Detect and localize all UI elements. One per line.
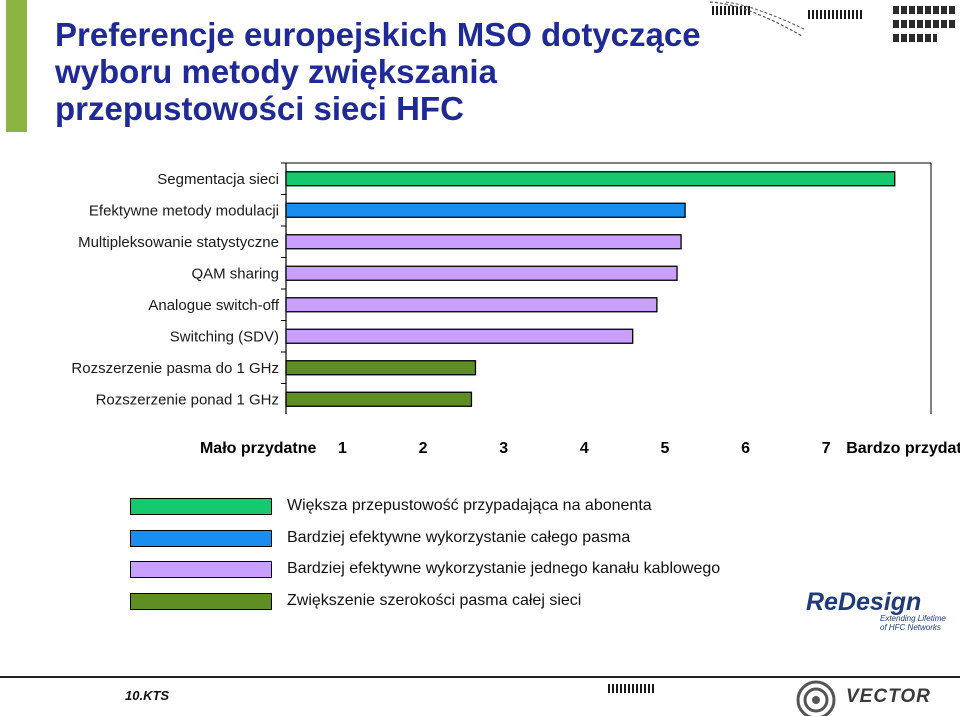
bar <box>285 265 678 281</box>
category-label: Rozszerzenie ponad 1 GHz <box>96 391 279 408</box>
x-axis-max-label: Bardzo przydatne <box>846 440 960 457</box>
footer-divider <box>0 676 960 678</box>
legend-swatch <box>130 592 272 610</box>
category-label: Multipleksowanie statystyczne <box>78 234 279 251</box>
chart-frame <box>281 162 932 414</box>
category-label: Switching (SDV) <box>170 328 279 345</box>
legend-label: Bardziej efektywne wykorzystanie całego … <box>287 528 631 546</box>
bar <box>285 328 634 344</box>
footer-code: 10.KTS <box>125 688 170 703</box>
bar <box>285 202 686 218</box>
decorative-stripes <box>712 6 752 15</box>
redesign-logo-text: ReDesign <box>806 588 922 616</box>
x-tick-label: 3 <box>499 440 508 457</box>
redesign-logo: ReDesign Extending Lifetime of HFC Netwo… <box>806 578 946 638</box>
x-tick-label: 7 <box>822 440 831 457</box>
x-axis-ticks: 1 2 3 4 5 6 7 <box>338 440 831 457</box>
bar <box>285 360 477 376</box>
bar <box>285 234 682 250</box>
category-label: Rozszerzenie pasma do 1 GHz <box>71 360 279 377</box>
vector-logo-icon <box>796 680 836 716</box>
vector-logo: VECTOR <box>790 676 940 716</box>
slide-title: Preferencje europejskich MSO dotyczące w… <box>55 16 815 127</box>
x-tick-label: 1 <box>338 440 347 457</box>
bar-chart: Segmentacja sieci Efektywne metody modula… <box>71 162 960 457</box>
legend-swatch <box>130 529 272 547</box>
chart-bars <box>285 171 896 407</box>
legend-label: Bardziej efektywne wykorzystanie jednego… <box>287 560 721 577</box>
title-line: Preferencje europejskich MSO dotyczące <box>55 16 701 53</box>
x-axis-min-label: Mało przydatne <box>200 440 317 457</box>
x-tick-label: 5 <box>660 440 669 457</box>
legend-swatch <box>130 561 272 578</box>
x-tick-label: 6 <box>741 440 750 457</box>
decorative-stripes <box>808 10 864 19</box>
category-labels: Segmentacja sieci Efektywne metody modula… <box>71 171 279 409</box>
decorative-stripes <box>608 684 654 693</box>
category-label: Analogue switch-off <box>148 297 279 314</box>
vector-logo-text: VECTOR <box>846 686 931 707</box>
decorative-arcs <box>709 1 807 37</box>
bar <box>285 171 896 187</box>
bar <box>285 297 658 313</box>
x-tick-label: 2 <box>419 440 428 457</box>
category-label: Efektywne metody modulacji <box>89 202 279 219</box>
category-label: Segmentacja sieci <box>157 171 279 188</box>
category-label: QAM sharing <box>191 265 279 282</box>
bar <box>285 391 473 407</box>
redesign-tagline: Extending Lifetime of HFC Networks <box>880 614 946 632</box>
corner-logo <box>893 6 955 48</box>
legend-label: Większa przepustowość przypadająca na ab… <box>287 497 652 514</box>
title-line: wyboru metody zwiększania <box>55 53 497 90</box>
legend-swatch <box>130 498 272 515</box>
legend-label: Zwiększenie szerokości pasma całej sieci <box>287 591 582 609</box>
x-tick-label: 4 <box>580 440 589 457</box>
title-line: przepustowości sieci HFC <box>55 90 464 127</box>
accent-bar <box>6 0 27 132</box>
